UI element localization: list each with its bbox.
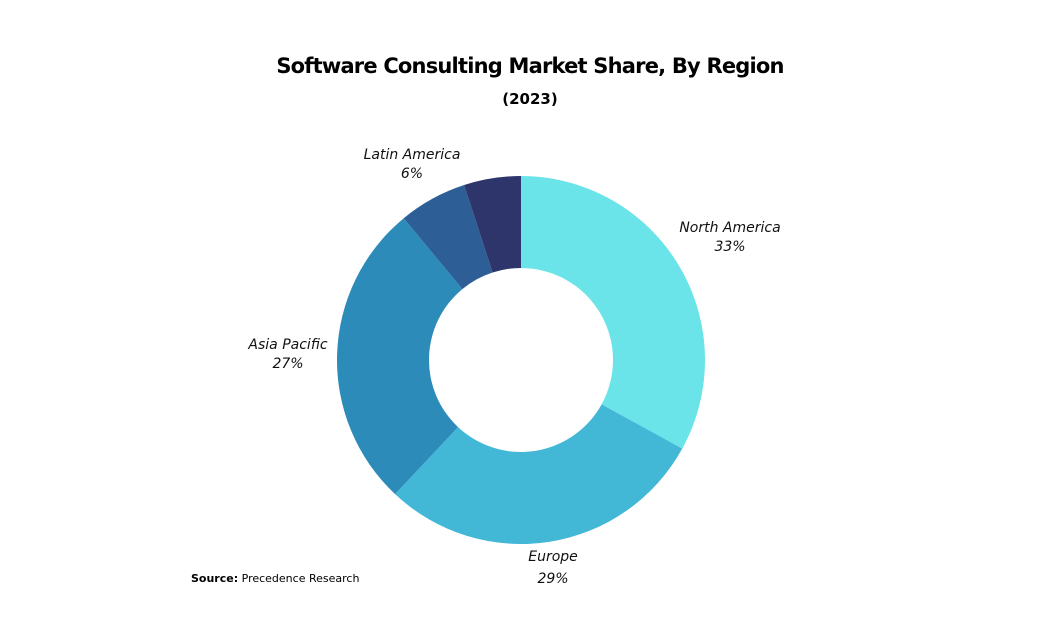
slice-latin-america [403, 185, 493, 290]
slice-value-label: 33% [714, 239, 745, 255]
slice-asia-pacific [337, 218, 463, 495]
slice-label: Asia Pacific [247, 337, 327, 353]
slice-unlabeled [464, 176, 521, 273]
slice-value-label: 29% [537, 571, 568, 587]
slice-label: Latin America [364, 147, 461, 163]
source-text: Precedence Research [241, 572, 360, 585]
slice-label: Europe [528, 549, 578, 565]
slice-label: North America [679, 220, 780, 236]
source-prefix: Source: [191, 572, 239, 585]
chart-title: Software Consulting Market Share, By Reg… [276, 54, 784, 78]
slice-value-label: 6% [401, 166, 423, 182]
slice-value-label: 27% [272, 356, 303, 372]
slice-north-america [521, 176, 705, 449]
source-note: Source: Precedence Research [191, 572, 359, 585]
slice-europe [395, 404, 683, 544]
chart-subtitle: (2023) [502, 90, 558, 108]
